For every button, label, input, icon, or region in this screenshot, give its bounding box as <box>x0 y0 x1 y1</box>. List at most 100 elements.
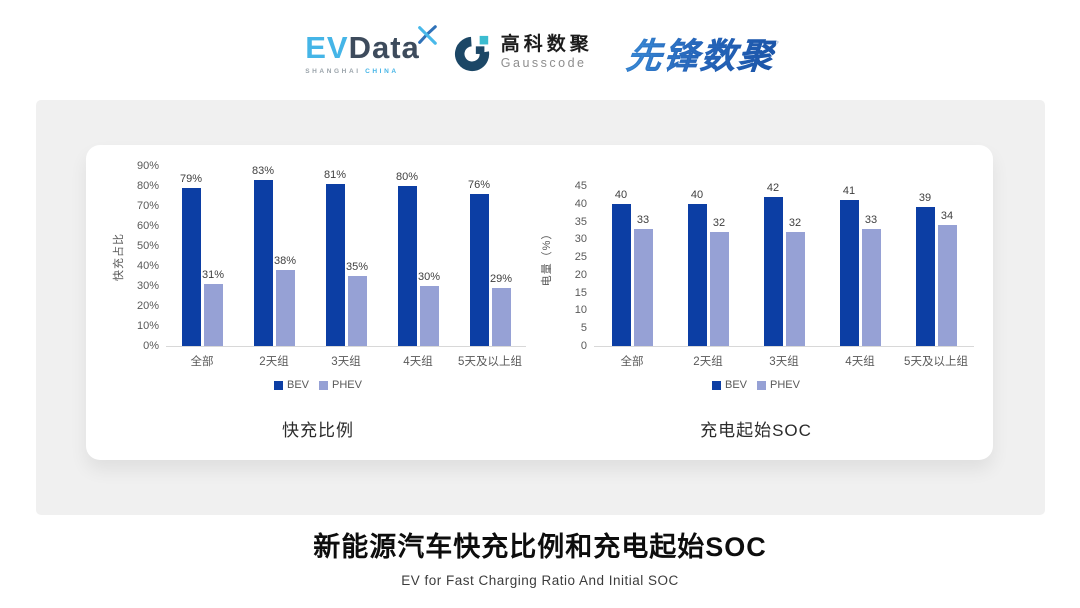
data-label: 38% <box>273 255 297 267</box>
bar-group: 76% 29% 5天及以上组 <box>458 179 522 368</box>
y-axis-title-text: 电量（%） <box>541 227 553 287</box>
evdata-ev-text: EV <box>305 29 349 65</box>
legend-label: PHEV <box>770 379 800 391</box>
bar-wrap: 33 <box>861 214 881 346</box>
bar-wrap: 41 <box>839 185 859 346</box>
y-tick-label: 30% <box>136 280 159 292</box>
data-label: 80% <box>395 171 419 183</box>
y-axis-title: 电量（%） <box>538 167 554 347</box>
bev-bar <box>611 203 631 346</box>
chart-fast-charging-ratio: 快充占比 0% 10% 20% 30% 40% 50% 60% 70% 80% 90% 79% 31… <box>110 161 526 441</box>
data-label: 32 <box>712 217 726 230</box>
bev-bar <box>397 186 417 346</box>
chart-title: 快充比例 <box>282 421 354 440</box>
y-tick-label: 30 <box>574 233 587 246</box>
data-label: 40 <box>614 188 628 201</box>
legend-item-bev: BEV <box>712 379 747 391</box>
category-label: 3天组 <box>331 356 361 368</box>
legend: BEV PHEV <box>538 379 974 391</box>
plot-area: 79% 31% 全部 83% 38% 2天组 81% 35% 3天组 80% 30% 4天组 76% 29… <box>166 165 526 368</box>
evdata-china-text: CHINA <box>365 67 399 75</box>
phev-bar <box>709 232 729 346</box>
y-tick-label: 15 <box>574 286 587 299</box>
bar-wrap: 38% <box>274 255 296 346</box>
phev-bar <box>203 284 223 346</box>
bev-bar <box>325 184 345 346</box>
phev-bar <box>785 232 805 346</box>
legend-label: BEV <box>725 379 748 391</box>
gausscode-en-text: Gausscode <box>500 56 587 71</box>
gausscode-logo: 高科数聚 Gausscode <box>454 34 593 72</box>
header-logos: EVData SHANGHAI CHINA 高科数聚 Gausscode 先锋数… <box>0 18 1080 88</box>
bar-wrap: 31% <box>202 269 224 346</box>
evdata-wordmark: EVData <box>305 24 437 65</box>
legend-label: BEV <box>287 379 310 391</box>
bev-bar <box>469 194 489 346</box>
bar-wrap: 40 <box>687 189 707 346</box>
category-label: 4天组 <box>845 356 875 368</box>
page-subtitle: EV for Fast Charging Ratio And Initial S… <box>401 573 679 588</box>
bev-bar <box>839 200 859 346</box>
bar-wrap: 79% <box>180 173 202 346</box>
chart-initial-soc: 电量（%） 0 5 10 15 20 25 30 35 40 45 40 33 全部 40 32 2天组 42… <box>538 167 974 441</box>
evdata-data-text: Data <box>348 29 420 65</box>
bar-wrap: 30% <box>418 271 440 346</box>
phev-bar <box>937 225 957 346</box>
gausscode-cn-text: 高科数聚 <box>500 34 593 56</box>
bar-group: 80% 30% 4天组 <box>396 171 440 368</box>
phev-swatch-icon <box>319 380 329 390</box>
data-label: 33 <box>864 213 878 226</box>
data-label: 32 <box>788 217 802 230</box>
bev-bar <box>915 207 935 346</box>
bar-group: 79% 31% 全部 <box>180 173 224 368</box>
data-label: 31% <box>201 269 225 281</box>
bev-bar <box>253 180 273 346</box>
bar-wrap: 34 <box>937 210 957 346</box>
y-tick-label: 25 <box>574 251 587 264</box>
data-label: 83% <box>251 165 275 177</box>
xianfeng-logo: 先锋数聚 <box>624 28 777 79</box>
data-label: 29% <box>489 273 513 285</box>
category-label: 全部 <box>190 356 214 368</box>
legend-item-bev: BEV <box>274 379 309 391</box>
y-tick-label: 70% <box>136 200 159 212</box>
category-label: 5天及以上组 <box>904 356 968 368</box>
bar-wrap: 39 <box>915 192 935 346</box>
phev-bar <box>491 288 511 346</box>
bev-swatch-icon <box>712 380 721 390</box>
chart-title: 充电起始SOC <box>700 421 812 440</box>
data-label: 33 <box>636 213 650 226</box>
bar-wrap: 29% <box>490 273 512 346</box>
plot-area: 40 33 全部 40 32 2天组 42 32 3天组 41 33 4天组 39 34 5天及以上组 <box>594 167 974 368</box>
bar-wrap: 42 <box>763 182 783 346</box>
phev-swatch-icon <box>757 380 767 390</box>
y-tick-label: 40% <box>136 260 159 272</box>
legend-label: PHEV <box>332 379 362 391</box>
gausscode-text: 高科数聚 Gausscode <box>500 34 593 71</box>
bev-bar <box>687 203 707 346</box>
category-label: 5天及以上组 <box>458 356 522 368</box>
bar-wrap: 81% <box>324 169 346 346</box>
bar-wrap: 40 <box>611 189 631 346</box>
data-label: 41 <box>842 185 856 198</box>
y-tick-label: 90% <box>136 160 159 172</box>
bar-group: 39 34 5天及以上组 <box>904 192 968 368</box>
bar-group: 40 33 全部 <box>611 189 653 368</box>
bar-wrap: 32 <box>709 217 729 346</box>
data-label: 42 <box>766 181 780 194</box>
data-label: 34 <box>940 210 954 223</box>
y-tick-label: 0% <box>143 340 159 352</box>
bar-group: 41 33 4天组 <box>839 185 881 368</box>
bar-wrap: 80% <box>396 171 418 346</box>
evdata-logo: EVData SHANGHAI CHINA <box>305 24 437 75</box>
y-tick-label: 5 <box>580 322 587 335</box>
category-label: 2天组 <box>693 356 723 368</box>
y-tick-label: 50% <box>136 240 159 252</box>
bar-group: 42 32 3天组 <box>763 182 805 368</box>
category-label: 全部 <box>620 356 644 368</box>
category-label: 3天组 <box>769 356 799 368</box>
y-tick-label: 60% <box>136 220 159 232</box>
data-label: 79% <box>179 173 203 185</box>
bar-group: 81% 35% 3天组 <box>324 169 368 368</box>
bar-group: 83% 38% 2天组 <box>252 165 296 368</box>
